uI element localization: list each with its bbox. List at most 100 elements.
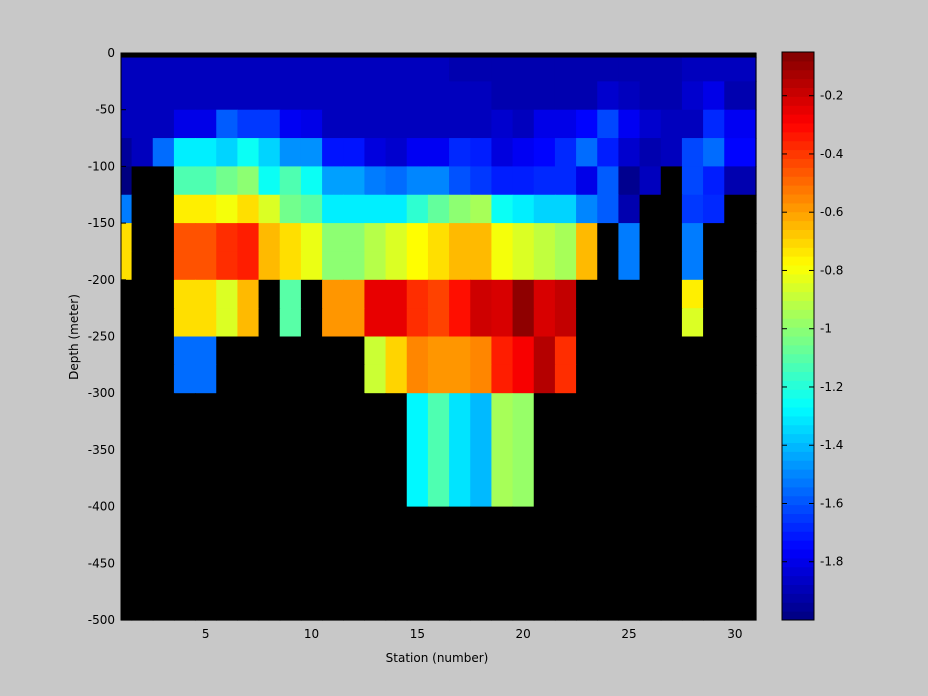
heatmap-cell: [639, 81, 662, 111]
heatmap-cell: [152, 308, 175, 338]
colorbar-tick-label: -0.6: [820, 205, 843, 219]
heatmap-cell: [554, 279, 577, 309]
y-tick-label: -250: [88, 330, 115, 344]
colorbar-swatch: [782, 451, 814, 461]
heatmap-cell: [195, 251, 217, 281]
heatmap-cell: [618, 194, 641, 224]
heatmap-cell: [300, 194, 323, 224]
heatmap-cell: [576, 81, 598, 111]
heatmap-cell: [237, 506, 260, 621]
heatmap-cell: [279, 81, 302, 111]
heatmap-cell: [597, 109, 620, 139]
heatmap-cell: [322, 393, 344, 508]
heatmap-cell: [322, 194, 344, 224]
heatmap-cell: [597, 336, 620, 366]
heatmap-cell: [195, 279, 217, 309]
colorbar-swatch: [782, 327, 814, 337]
heatmap-cell: [173, 81, 196, 111]
heatmap-cell: [385, 81, 408, 111]
heatmap-cell: [449, 279, 471, 309]
colorbar-swatch: [782, 87, 814, 97]
heatmap-cell: [322, 364, 344, 394]
heatmap-cell: [554, 336, 577, 366]
heatmap-cell: [703, 138, 725, 167]
heatmap-cell: [427, 109, 450, 139]
y-tick-label: 0: [107, 46, 115, 60]
heatmap-cell: [470, 279, 493, 309]
heatmap-cell: [681, 138, 704, 167]
colorbar-swatch: [782, 291, 814, 302]
heatmap-cell: [131, 109, 154, 139]
heatmap-cell: [470, 81, 493, 111]
heatmap-cell: [449, 109, 471, 139]
heatmap-cell: [364, 81, 387, 111]
heatmap-cell: [300, 506, 323, 621]
heatmap-cell: [554, 53, 577, 59]
heatmap-cell: [470, 109, 493, 139]
heatmap-cell: [512, 336, 535, 366]
heatmap-cell: [300, 223, 323, 253]
heatmap-cell: [343, 194, 366, 224]
heatmap-cell: [364, 57, 387, 82]
heatmap-cell: [681, 336, 704, 366]
heatmap-cell: [618, 166, 641, 196]
heatmap-cell: [195, 223, 217, 253]
heatmap-cell: [618, 57, 641, 82]
colorbar-swatch: [782, 584, 814, 594]
heatmap-cell: [279, 109, 302, 139]
heatmap-cell: [427, 81, 450, 111]
heatmap-cell: [258, 194, 281, 224]
heatmap-cell: [216, 506, 239, 621]
heatmap-cell: [216, 336, 239, 366]
heatmap-cell: [491, 138, 514, 167]
heatmap-cell: [724, 364, 757, 394]
heatmap-cell: [660, 393, 683, 508]
heatmap-cell: [449, 251, 471, 281]
heatmap-cell: [491, 251, 514, 281]
colorbar-swatch: [782, 211, 814, 222]
colorbar-swatch: [782, 611, 814, 621]
heatmap-cell: [449, 364, 471, 394]
heatmap-cell: [364, 194, 387, 224]
x-tick-label: 30: [727, 627, 742, 641]
colorbar-swatch: [782, 486, 814, 497]
heatmap-cell: [216, 53, 239, 59]
heatmap-cell: [195, 308, 217, 338]
heatmap-cell: [152, 109, 175, 139]
heatmap-cell: [491, 308, 514, 338]
heatmap-cell: [131, 308, 154, 338]
heatmap-cell: [131, 138, 154, 167]
heatmap-cell: [554, 138, 577, 167]
colorbar-swatch: [782, 495, 814, 506]
heatmap-cell: [427, 336, 450, 366]
heatmap-cell: [554, 81, 577, 111]
colorbar-swatch: [782, 309, 814, 319]
heatmap-cell: [660, 109, 683, 139]
heatmap-cell: [681, 279, 704, 309]
heatmap-cell: [173, 166, 196, 196]
heatmap-cell: [343, 53, 366, 59]
heatmap-cell: [533, 109, 556, 139]
heatmap-cell: [470, 223, 493, 253]
heatmap-cell: [427, 166, 450, 196]
heatmap-cell: [279, 57, 302, 82]
heatmap-cell: [597, 57, 620, 82]
heatmap-cell: [724, 53, 757, 59]
heatmap-cell: [512, 223, 535, 253]
heatmap-cell: [533, 251, 556, 281]
colorbar-swatch: [782, 105, 814, 115]
heatmap-cell: [195, 53, 217, 59]
heatmap-cell: [131, 166, 154, 196]
heatmap-cell: [406, 336, 429, 366]
heatmap-cell: [258, 251, 281, 281]
colorbar-swatch: [782, 300, 814, 310]
heatmap-cell: [681, 81, 704, 111]
heatmap-cell: [279, 308, 302, 338]
heatmap-cell: [639, 138, 662, 167]
heatmap-cell: [152, 138, 175, 167]
heatmap-cell: [152, 194, 175, 224]
heatmap-cell: [660, 166, 683, 196]
heatmap-cell: [512, 364, 535, 394]
colorbar-swatch: [782, 531, 814, 541]
heatmap-cell: [300, 308, 323, 338]
